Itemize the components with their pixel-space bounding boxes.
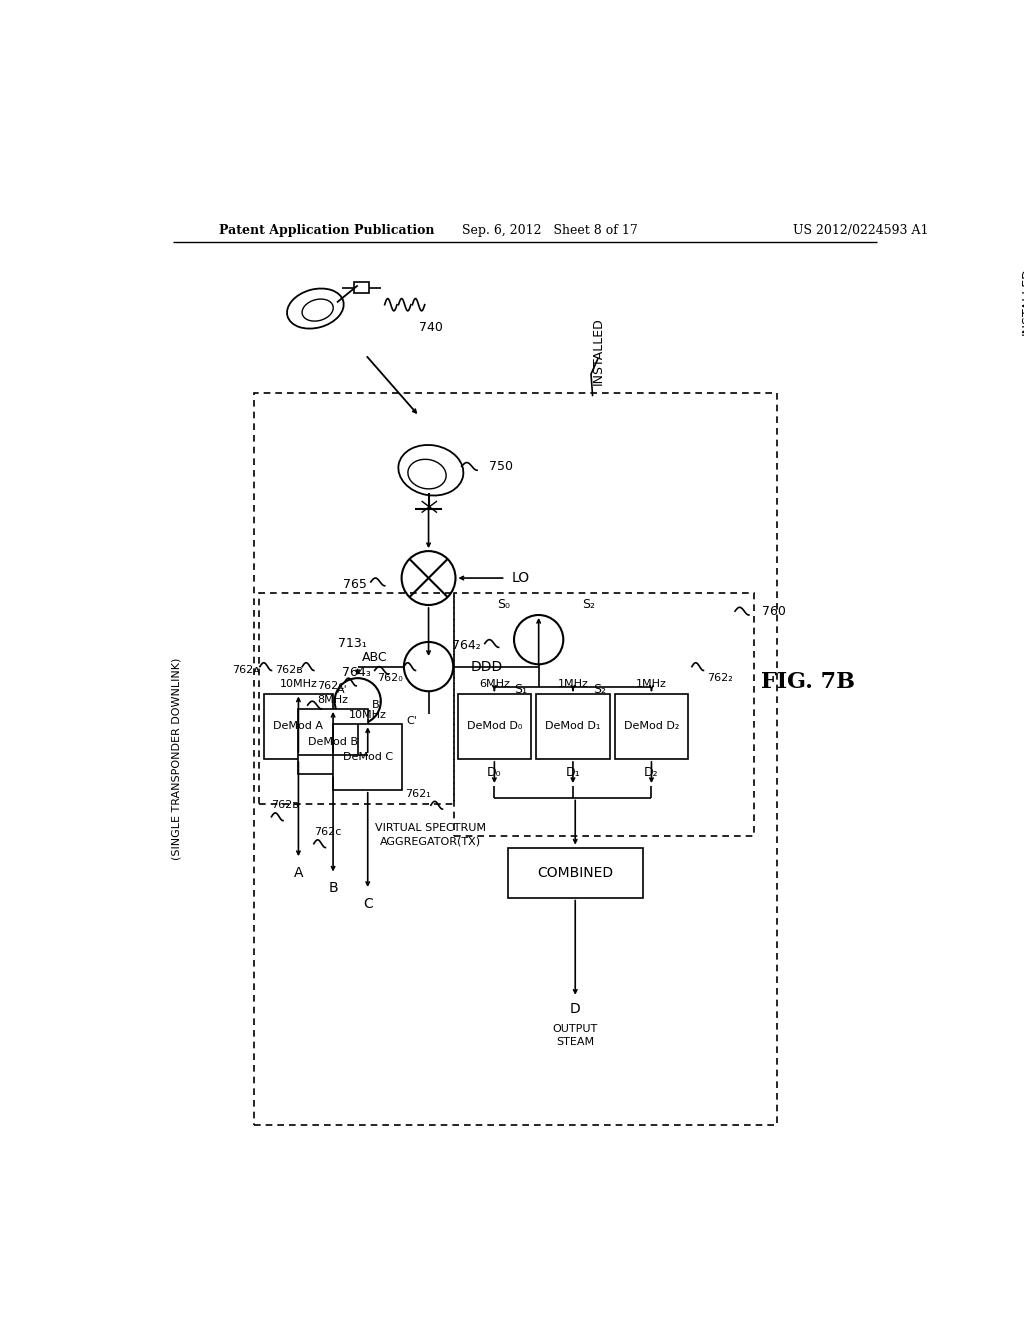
- Ellipse shape: [302, 300, 333, 321]
- Text: D₀: D₀: [487, 767, 502, 779]
- Text: 760: 760: [762, 605, 785, 618]
- Text: ABC: ABC: [361, 651, 387, 664]
- Text: COMBINED: COMBINED: [538, 866, 613, 879]
- Text: FIG. 7B: FIG. 7B: [761, 671, 855, 693]
- Ellipse shape: [398, 445, 464, 495]
- Text: Sep. 6, 2012   Sheet 8 of 17: Sep. 6, 2012 Sheet 8 of 17: [462, 223, 637, 236]
- Text: LO: LO: [512, 572, 529, 585]
- Text: 762₂: 762₂: [708, 673, 733, 684]
- Text: D: D: [570, 1002, 581, 1016]
- Bar: [298, 709, 368, 775]
- Text: 765: 765: [343, 578, 367, 591]
- Text: 764₃: 764₃: [342, 667, 371, 680]
- Text: S₂: S₂: [593, 684, 605, 696]
- Text: 762ᴀ: 762ᴀ: [232, 665, 260, 676]
- Bar: [614, 693, 688, 759]
- Text: OUTPUT: OUTPUT: [553, 1023, 598, 1034]
- Bar: [259, 594, 454, 804]
- Text: 762ʙ: 762ʙ: [274, 665, 302, 676]
- Text: US 2012/0224593 A1: US 2012/0224593 A1: [793, 223, 929, 236]
- Text: Patent Application Publication: Patent Application Publication: [219, 223, 434, 236]
- Text: 1MHz: 1MHz: [557, 680, 589, 689]
- Text: S₁: S₁: [514, 684, 527, 696]
- Text: DDD: DDD: [471, 660, 503, 673]
- Text: 10MHz: 10MHz: [349, 710, 387, 721]
- Text: A': A': [337, 685, 348, 694]
- Circle shape: [514, 615, 563, 664]
- Bar: [354, 281, 370, 293]
- Text: 8MHz: 8MHz: [317, 694, 348, 705]
- Text: INSTALLED: INSTALLED: [1021, 267, 1024, 335]
- Text: S₂: S₂: [583, 598, 595, 611]
- Text: DeMod D₀: DeMod D₀: [467, 721, 522, 731]
- Text: C': C': [407, 715, 417, 726]
- Text: A: A: [294, 866, 303, 880]
- Circle shape: [401, 552, 456, 605]
- Circle shape: [335, 678, 381, 725]
- Text: D₁: D₁: [565, 767, 581, 779]
- Text: 1MHz: 1MHz: [636, 680, 667, 689]
- Text: D₂: D₂: [644, 767, 658, 779]
- Text: S₀: S₀: [498, 598, 510, 611]
- Ellipse shape: [408, 459, 446, 488]
- Text: (SINGLE TRANSPONDER DOWNLINK): (SINGLE TRANSPONDER DOWNLINK): [172, 657, 182, 861]
- Text: 750: 750: [488, 459, 513, 473]
- Text: 6MHz: 6MHz: [479, 680, 510, 689]
- Text: 764₂: 764₂: [453, 639, 481, 652]
- Text: DeMod B: DeMod B: [308, 737, 358, 747]
- Text: 762₀: 762₀: [377, 673, 402, 684]
- Circle shape: [403, 642, 454, 692]
- Text: 740: 740: [419, 321, 443, 334]
- Text: 10MHz: 10MHz: [280, 680, 317, 689]
- Bar: [254, 393, 777, 1125]
- Text: 762ʙ: 762ʙ: [271, 800, 299, 810]
- Bar: [264, 693, 333, 759]
- Text: C: C: [362, 896, 373, 911]
- Text: DeMod D₂: DeMod D₂: [624, 721, 679, 731]
- Text: 762ᴄ: 762ᴄ: [317, 681, 345, 690]
- Text: AGGREGATOR(TX): AGGREGATOR(TX): [380, 837, 481, 846]
- Text: B: B: [329, 882, 338, 895]
- Text: B': B': [372, 700, 382, 710]
- Bar: [333, 725, 402, 789]
- Bar: [537, 693, 609, 759]
- Text: 762₁: 762₁: [406, 788, 431, 799]
- Text: DeMod D₁: DeMod D₁: [545, 721, 601, 731]
- Text: STEAM: STEAM: [556, 1038, 594, 1047]
- Text: DeMod C: DeMod C: [343, 752, 393, 762]
- Bar: [454, 594, 755, 836]
- Text: INSTALLED: INSTALLED: [592, 317, 604, 384]
- Bar: [508, 847, 643, 898]
- Ellipse shape: [287, 289, 344, 329]
- Text: 762ᴄ: 762ᴄ: [313, 828, 341, 837]
- Text: 713₁: 713₁: [339, 638, 368, 649]
- Bar: [458, 693, 531, 759]
- Text: DeMod A: DeMod A: [273, 721, 324, 731]
- Text: VIRTUAL SPECTRUM: VIRTUAL SPECTRUM: [376, 824, 486, 833]
